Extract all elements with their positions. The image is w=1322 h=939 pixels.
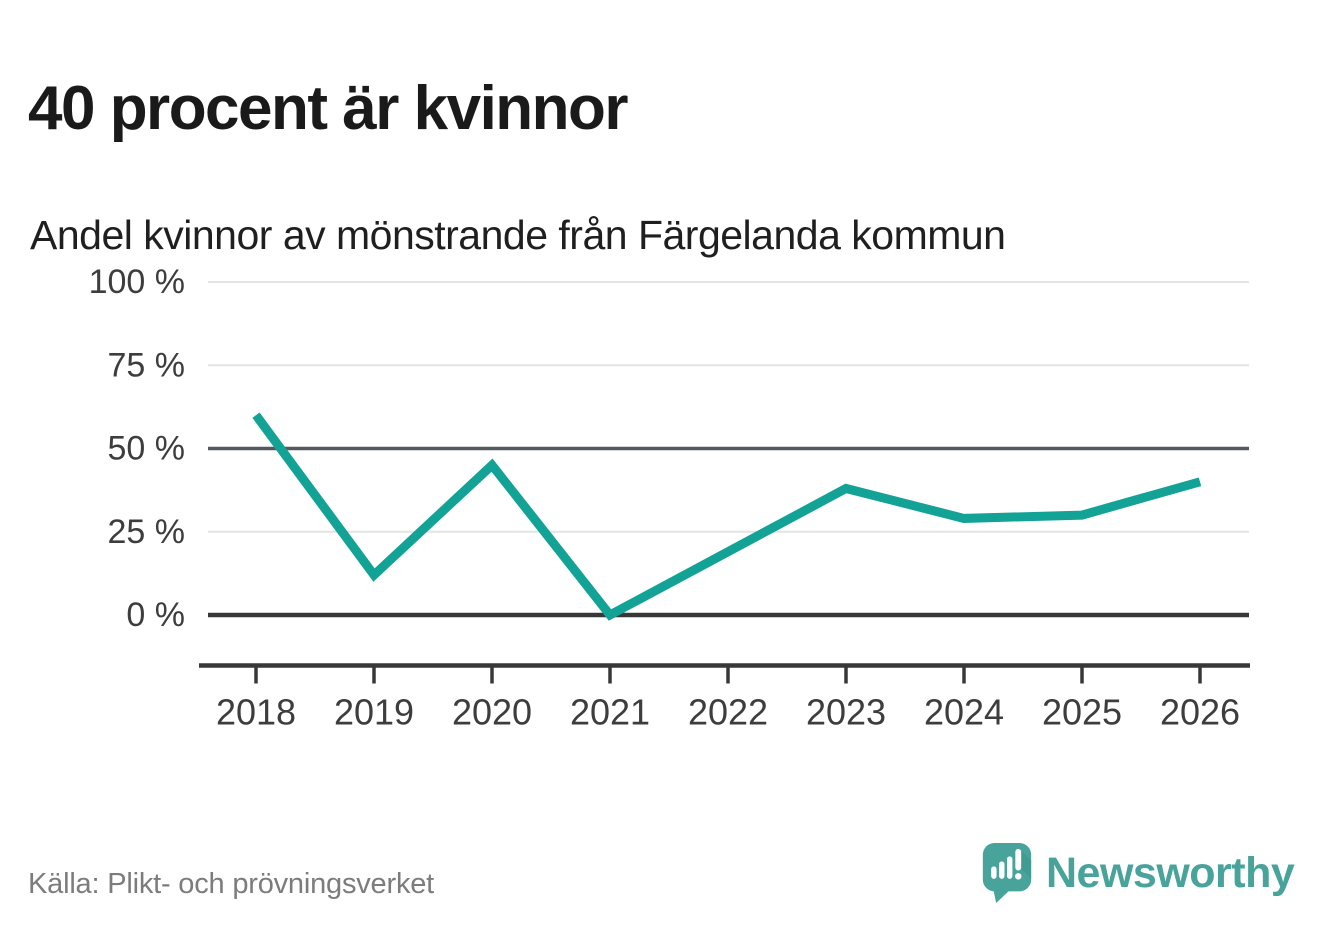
x-tick-label-2022: 2022 <box>688 692 768 733</box>
y-tick-label: 75 % <box>108 346 186 384</box>
newsworthy-logo: Newsworthy <box>982 842 1295 906</box>
y-tick-label: 50 % <box>108 430 186 468</box>
source-note: Källa: Plikt- och prövningsverket <box>28 868 435 900</box>
x-tick-label-2026: 2026 <box>1160 692 1240 733</box>
x-tick-label-2020: 2020 <box>452 692 532 733</box>
x-tick-label-2018: 2018 <box>216 692 296 733</box>
y-tick-label: 100 % <box>89 263 185 301</box>
y-tick-label: 0 % <box>126 596 185 634</box>
x-tick-label-2023: 2023 <box>806 692 886 733</box>
x-tick-label-2024: 2024 <box>924 692 1004 733</box>
x-tick-label-2025: 2025 <box>1042 692 1122 733</box>
chart-subtitle: Andel kvinnor av mönstrande från Färgela… <box>30 212 1006 259</box>
chart-title: 40 procent är kvinnor <box>28 73 629 143</box>
x-tick-label-2019: 2019 <box>334 692 414 733</box>
x-tick-label-2021: 2021 <box>570 692 650 733</box>
newsworthy-wordmark: Newsworthy <box>1046 849 1295 897</box>
y-tick-label: 25 % <box>108 513 186 551</box>
speech-bubble-bar-chart-icon <box>982 843 1032 903</box>
data-line-andel-kvinnor <box>252 412 1202 621</box>
